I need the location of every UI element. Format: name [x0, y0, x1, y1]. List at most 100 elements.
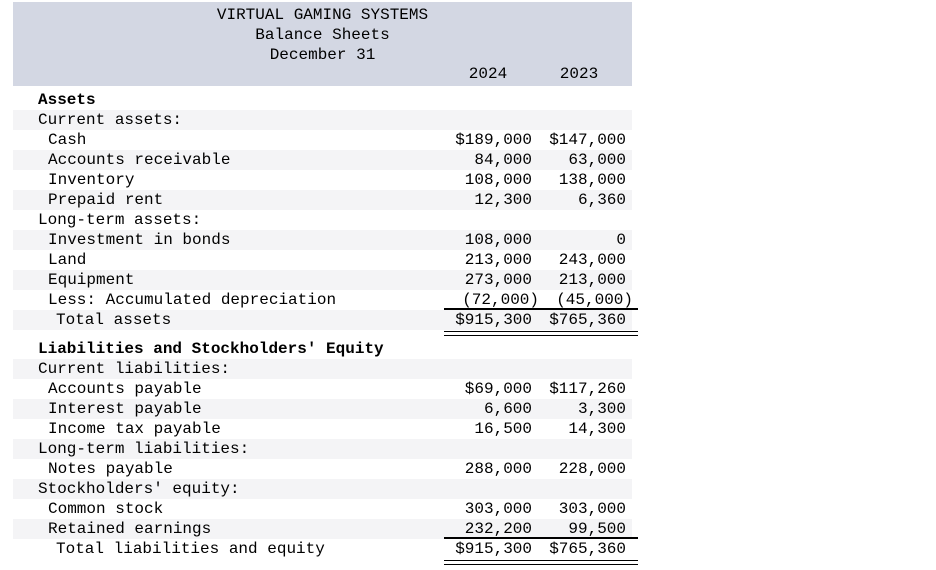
amount-cells [444, 210, 638, 230]
statement-date: December 31 [269, 46, 376, 64]
amount-2023 [532, 339, 638, 359]
account-label: Assets [38, 91, 96, 109]
amount-2023: 63,000 [568, 151, 626, 169]
amount-cells: 303,000 303,000 [444, 499, 638, 519]
amount-2024: 84,000 [474, 151, 532, 169]
account-label: Equipment [48, 271, 135, 289]
table-row: Stockholders' equity: [13, 479, 632, 499]
amount-2024: 6,600 [483, 400, 532, 418]
amount-2024: 232,200 [464, 520, 532, 538]
amount-2023 [532, 210, 638, 230]
account-label: Current assets: [38, 111, 183, 129]
year-header-2024: 2024 [468, 65, 508, 83]
amount-cells: 12,300 6,360 [444, 190, 638, 210]
account-label: Total assets [56, 311, 172, 329]
account-label: Liabilities and Stockholders' Equity [38, 340, 384, 358]
company-name: VIRTUAL GAMING SYSTEMS [216, 6, 429, 24]
amount-2024: 108,000 [464, 231, 532, 249]
table-row: Cash $189,000 $147,000 [13, 130, 632, 150]
amount-2024: (72,000) [462, 291, 539, 309]
amount-2023: 138,000 [558, 171, 626, 189]
table-row: Income tax payable 16,500 14,300 [13, 419, 632, 439]
amount-cells: 108,000 0 [444, 230, 638, 250]
amount-2024: $915,300 [455, 311, 532, 329]
table-row: Less: Accumulated depreciation (72,000) … [13, 290, 638, 310]
amount-cells: 84,000 63,000 [444, 150, 638, 170]
amount-cells: 213,000 243,000 [444, 250, 638, 270]
account-label: Total liabilities and equity [56, 540, 325, 558]
table-row: Retained earnings 232,200 99,500 [13, 519, 638, 539]
account-label: Long-term assets: [38, 211, 202, 229]
amount-2024: 273,000 [464, 271, 532, 289]
account-label: Notes payable [48, 460, 173, 478]
amount-2023 [532, 90, 638, 110]
amount-2024: $189,000 [455, 131, 532, 149]
amount-2024: 213,000 [464, 251, 532, 269]
amount-2024 [444, 439, 532, 459]
table-row: Total assets $915,300 $765,360 [13, 310, 638, 336]
amount-2023: $765,360 [549, 311, 626, 329]
statement-title: Balance Sheets [255, 26, 390, 44]
amount-2023: 3,300 [577, 400, 626, 418]
amount-2024: 108,000 [464, 171, 532, 189]
account-label: Accounts receivable [48, 151, 231, 169]
table-row: Accounts payable $69,000 $117,260 [13, 379, 632, 399]
amount-cells: (72,000) (45,000) [444, 290, 638, 310]
amount-2023 [532, 359, 638, 379]
table-row: Common stock 303,000 303,000 [13, 499, 632, 519]
amount-cells [444, 479, 638, 499]
amount-cells [444, 90, 638, 110]
amount-2024 [444, 210, 532, 230]
amount-cells: 16,500 14,300 [444, 419, 638, 439]
amount-2023: 228,000 [558, 460, 626, 478]
amount-cells: $69,000 $117,260 [444, 379, 638, 399]
table-row: Long-term assets: [13, 210, 632, 230]
account-label: Prepaid rent [48, 191, 164, 209]
account-label: Retained earnings [48, 520, 212, 538]
year-header-2023: 2023 [559, 65, 599, 83]
account-label: Long-term liabilities: [38, 440, 250, 458]
amount-2024: 288,000 [464, 460, 532, 478]
year-cells: 2024 2023 [444, 65, 638, 83]
amount-2023: 0 [616, 231, 626, 249]
balance-sheet-table: Assets Current assets: Cash $189,000 $14… [13, 90, 638, 565]
amount-2024: 16,500 [474, 420, 532, 438]
amount-2024 [444, 359, 532, 379]
amount-cells: 108,000 138,000 [444, 170, 638, 190]
table-row: Equipment 273,000 213,000 [13, 270, 632, 290]
amount-cells [444, 439, 638, 459]
table-row: Total liabilities and equity $915,300 $7… [13, 539, 638, 565]
amount-cells: 6,600 3,300 [444, 399, 638, 419]
amount-2023: $765,360 [549, 540, 626, 558]
amount-2024 [444, 339, 532, 359]
statement-header: VIRTUAL GAMING SYSTEMS Balance Sheets De… [13, 2, 632, 86]
table-row: Inventory 108,000 138,000 [13, 170, 632, 190]
amount-2023: $117,260 [549, 380, 626, 398]
amount-cells: $915,300 $765,360 [444, 310, 638, 336]
amount-cells [444, 359, 638, 379]
account-label: Current liabilities: [38, 360, 231, 378]
account-label: Inventory [48, 171, 135, 189]
table-row: Liabilities and Stockholders' Equity [13, 339, 632, 359]
table-row: Prepaid rent 12,300 6,360 [13, 190, 632, 210]
amount-2023: 99,500 [568, 520, 626, 538]
amount-cells [444, 339, 638, 359]
amount-2023 [532, 110, 638, 130]
account-label: Accounts payable [48, 380, 202, 398]
account-label: Stockholders' equity: [38, 480, 240, 498]
table-row: Investment in bonds 108,000 0 [13, 230, 632, 250]
amount-cells: $189,000 $147,000 [444, 130, 638, 150]
header-spacer [13, 65, 444, 83]
table-row: Current assets: [13, 110, 632, 130]
account-label: Investment in bonds [48, 231, 231, 249]
table-row: Long-term liabilities: [13, 439, 632, 459]
amount-cells: 273,000 213,000 [444, 270, 638, 290]
amount-2023 [532, 439, 638, 459]
amount-2024 [444, 110, 532, 130]
table-row: Assets [13, 90, 632, 110]
amount-2024: 303,000 [464, 500, 532, 518]
account-label: Cash [48, 131, 87, 149]
table-row: Accounts receivable 84,000 63,000 [13, 150, 632, 170]
amount-2023: 6,360 [577, 191, 626, 209]
